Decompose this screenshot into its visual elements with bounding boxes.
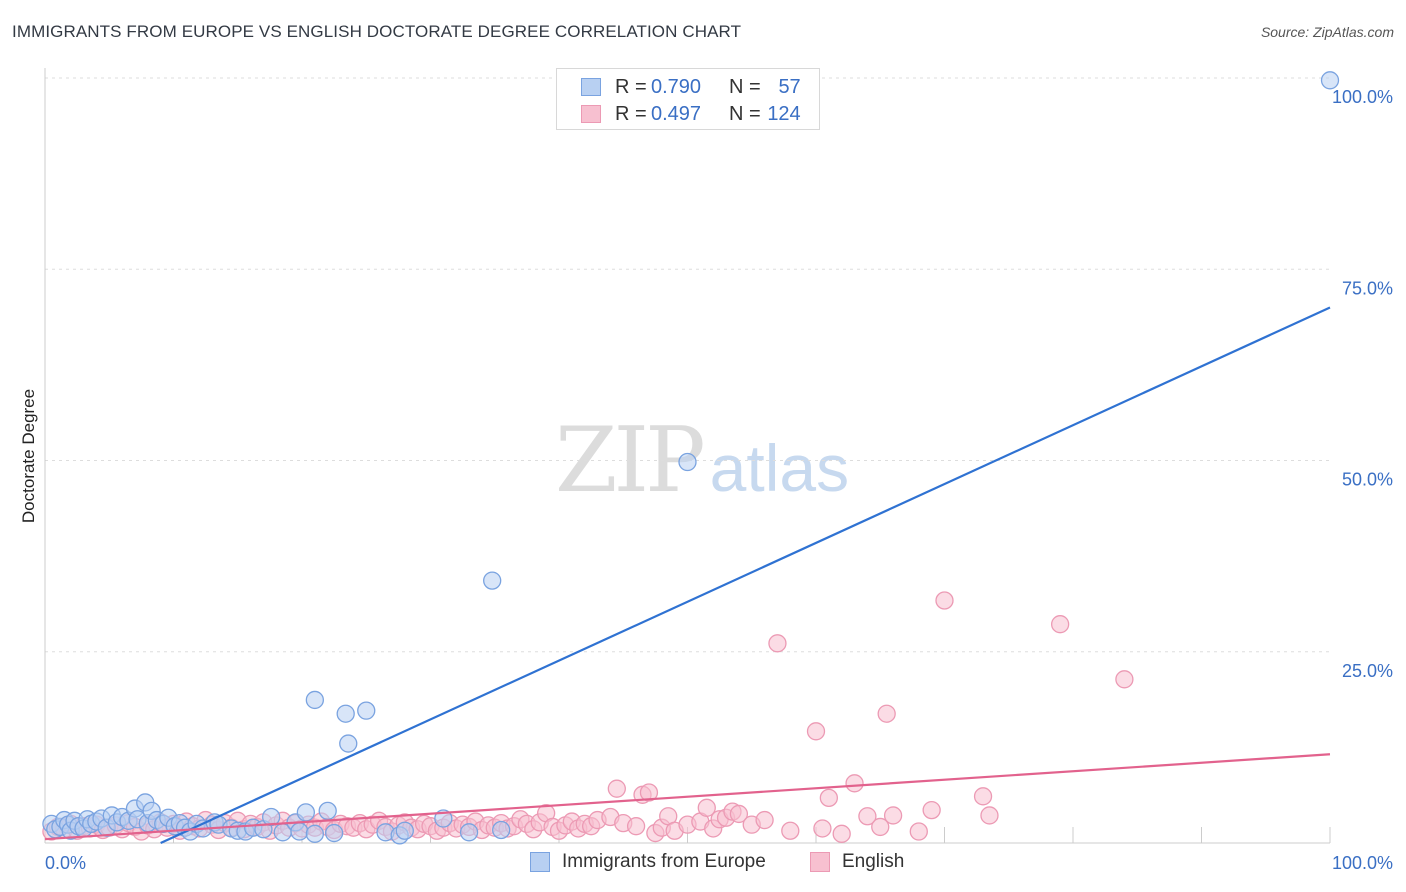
europe-point-54 xyxy=(336,704,355,723)
english-point-111 xyxy=(845,774,864,793)
europe-point-53 xyxy=(305,690,325,710)
english-points xyxy=(42,591,1134,843)
english-point-89 xyxy=(626,817,646,836)
europe-point-43 xyxy=(296,803,316,822)
english-point-105 xyxy=(768,634,787,653)
english-point-121 xyxy=(1115,670,1134,689)
english-point-117 xyxy=(935,591,954,610)
english-point-114 xyxy=(877,704,896,723)
europe-point-39 xyxy=(262,807,281,827)
legend-row-english: R = 0.497 N = 124 xyxy=(581,102,801,126)
english-point-87 xyxy=(607,779,626,798)
legend-row-europe: R = 0.790 N = 57 xyxy=(581,75,801,99)
europe-point-51 xyxy=(459,823,479,842)
y-axis-label: Doctorate Degree xyxy=(19,388,38,524)
bottom-legend-english: English xyxy=(810,851,904,873)
english-point-103 xyxy=(729,804,749,824)
english-point-116 xyxy=(922,800,941,820)
europe-point-58 xyxy=(678,452,697,472)
english-point-113 xyxy=(871,817,890,837)
europe-trend-line xyxy=(160,306,1331,845)
europe-point-55 xyxy=(357,701,376,720)
english-trend-line xyxy=(44,753,1331,841)
english-legend-label: English xyxy=(842,851,905,872)
english-point-98 xyxy=(697,798,716,817)
europe-point-50 xyxy=(434,809,453,828)
english-point-107 xyxy=(806,722,826,741)
europe-legend-swatch xyxy=(530,852,550,872)
gridlines xyxy=(45,77,1330,653)
europe-points xyxy=(42,71,1340,845)
bottom-legend-europe: Immigrants from Europe xyxy=(530,851,766,873)
europe-point-42 xyxy=(290,822,309,841)
tick-labels: 25.0% 50.0% 75.0% 100.0% 0.0% 100.0% xyxy=(45,87,1393,873)
y-tick-label: 50.0% xyxy=(1342,470,1393,490)
zipatlas-watermark: ZIP atlas xyxy=(555,408,849,513)
english-point-109 xyxy=(832,824,851,843)
legend-n-value: 124 xyxy=(767,102,801,125)
x-tick-label-min: 0.0% xyxy=(45,853,86,873)
english-point-119 xyxy=(980,806,999,825)
english-swatch xyxy=(581,105,601,123)
legend-n-label: N = xyxy=(729,75,761,98)
legend-r-value: 0.497 xyxy=(651,102,702,125)
legend-r-label: R = xyxy=(615,102,647,125)
english-point-122 xyxy=(883,806,903,825)
europe-swatch xyxy=(581,78,601,96)
europe-legend-label: Immigrants from Europe xyxy=(562,851,766,872)
english-point-115 xyxy=(909,822,928,841)
watermark-atlas: atlas xyxy=(709,431,850,505)
source-label: Source: ZipAtlas.com xyxy=(1260,24,1394,40)
english-point-123 xyxy=(755,810,774,830)
y-tick-label: 75.0% xyxy=(1342,278,1393,298)
english-point-91 xyxy=(639,783,659,802)
europe-point-57 xyxy=(483,571,502,590)
y-tick-label: 25.0% xyxy=(1342,661,1393,681)
trend-lines xyxy=(44,306,1331,845)
correlation-legend: R = 0.790 N = 57 R = 0.497 N = 124 xyxy=(556,68,820,130)
europe-point-56 xyxy=(339,734,358,753)
english-point-120 xyxy=(1051,615,1070,634)
europe-point-52 xyxy=(492,820,511,840)
chart-title: IMMIGRANTS FROM EUROPE VS ENGLISH DOCTOR… xyxy=(12,22,742,41)
english-legend-swatch xyxy=(810,852,830,872)
y-tick-label: 100.0% xyxy=(1332,87,1393,107)
legend-n-value: 57 xyxy=(778,75,801,98)
x-tick-label-max: 100.0% xyxy=(1332,853,1393,873)
europe-point-46 xyxy=(324,823,344,843)
english-point-110 xyxy=(819,788,838,808)
legend-r-value: 0.790 xyxy=(651,75,702,98)
english-point-108 xyxy=(813,819,832,838)
english-point-112 xyxy=(858,807,877,826)
europe-point-59 xyxy=(1320,71,1340,90)
legend-n-label: N = xyxy=(729,102,761,125)
english-point-106 xyxy=(781,821,800,840)
europe-point-49 xyxy=(395,821,414,840)
english-point-118 xyxy=(973,787,993,806)
legend-r-label: R = xyxy=(615,75,647,98)
europe-point-45 xyxy=(318,801,337,821)
europe-point-44 xyxy=(305,824,325,843)
